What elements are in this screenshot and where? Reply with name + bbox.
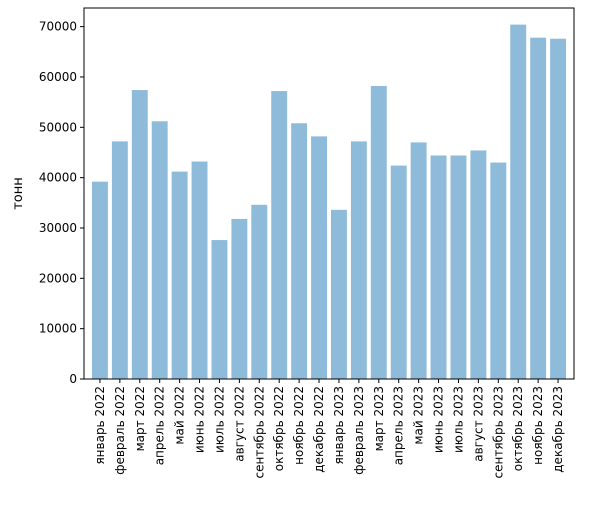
x-tick-label: май 2022	[173, 386, 187, 445]
y-axis-label: тонн	[11, 177, 26, 210]
x-tick-label: октябрь 2023	[511, 386, 525, 471]
bar	[111, 141, 128, 379]
bar	[430, 155, 447, 379]
bar	[370, 86, 387, 379]
bar	[191, 161, 208, 379]
x-axis: январь 2022 февраль 2022 март 2022 апрель 2…	[93, 379, 565, 478]
bar	[211, 240, 228, 379]
bar	[171, 171, 188, 379]
x-tick-label: март 2022	[133, 386, 147, 451]
x-tick-label: август 2022	[232, 386, 246, 462]
bar	[410, 142, 427, 379]
bar	[131, 90, 148, 379]
x-tick-label: июль 2022	[212, 386, 226, 453]
plot-frame	[83, 7, 575, 380]
x-tick-label: апрель 2023	[392, 386, 406, 465]
x-tick-label: сентябрь 2022	[252, 386, 266, 478]
x-tick-label: январь 2023	[332, 386, 346, 465]
bar	[330, 209, 347, 379]
y-axis: 0 10000 20000 30000 40000 50000 60000 70000	[39, 20, 84, 386]
x-tick-label: август 2023	[471, 386, 485, 462]
y-tick-label: 70000	[39, 20, 77, 34]
x-tick-label: ноябрь 2023	[531, 386, 545, 465]
bar	[450, 155, 467, 379]
y-tick-label: 30000	[39, 221, 77, 235]
bar	[470, 150, 487, 379]
x-tick-label: декабрь 2023	[551, 386, 565, 473]
y-tick-label: 10000	[39, 322, 77, 336]
y-tick-label: 50000	[39, 120, 77, 134]
bar	[490, 162, 507, 379]
x-tick-label: сентябрь 2023	[491, 386, 505, 478]
x-tick-label: февраль 2023	[352, 386, 366, 475]
x-tick-label: март 2023	[372, 386, 386, 451]
x-tick-label: декабрь 2022	[312, 386, 326, 473]
x-tick-label: июнь 2022	[193, 386, 207, 453]
y-tick-label: 0	[69, 372, 77, 386]
bar	[151, 121, 168, 379]
y-tick-label: 60000	[39, 70, 77, 84]
bar	[311, 136, 328, 379]
x-tick-label: февраль 2022	[113, 386, 127, 475]
x-tick-label: июль 2023	[451, 386, 465, 453]
bar	[550, 38, 567, 380]
bar	[291, 123, 308, 379]
bars-group	[91, 24, 567, 380]
x-tick-label: апрель 2022	[153, 386, 167, 465]
y-tick-label: 20000	[39, 271, 77, 285]
bar	[91, 181, 108, 379]
x-tick-label: июнь 2023	[432, 386, 446, 453]
bar	[530, 37, 547, 379]
bar	[350, 141, 367, 379]
bar	[251, 204, 268, 379]
x-tick-label: ноябрь 2022	[292, 386, 306, 465]
x-tick-label: май 2023	[412, 386, 426, 445]
bar	[510, 24, 527, 380]
y-tick-label: 40000	[39, 171, 77, 185]
x-tick-label: октябрь 2022	[272, 386, 286, 471]
x-tick-label: январь 2022	[93, 386, 107, 465]
bar	[271, 91, 288, 380]
bar	[390, 165, 407, 379]
bar	[231, 218, 248, 379]
